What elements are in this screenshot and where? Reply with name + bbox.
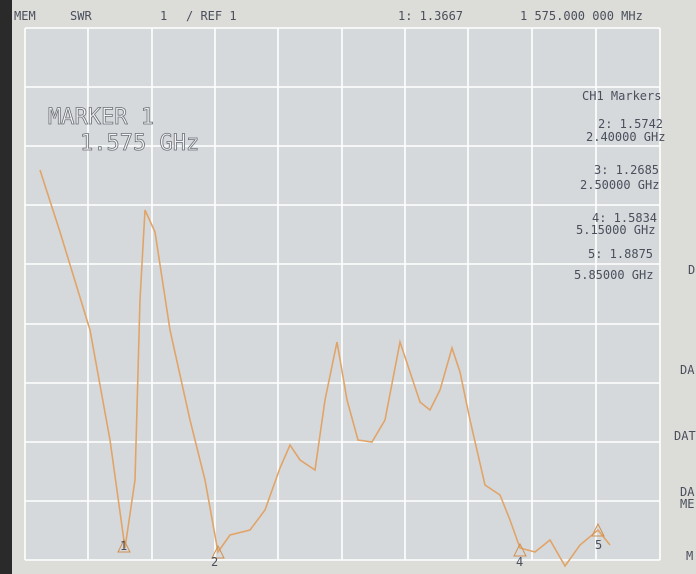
header-marker-frequency: 1 575.000 000 MHz xyxy=(520,9,643,23)
softkey: DA xyxy=(680,363,695,377)
softkey: DA xyxy=(680,485,695,499)
marker-value: 3: 1.2685 xyxy=(594,163,659,177)
softkey: M xyxy=(686,549,693,563)
marker-list-title: CH1 Markers xyxy=(582,89,661,103)
softkey: DAT xyxy=(674,429,696,443)
marker-box-title: MARKER 1 xyxy=(48,105,154,130)
marker-triangle xyxy=(117,538,131,553)
marker-label: 4 xyxy=(516,555,523,569)
marker-frequency: 2.50000 GHz xyxy=(580,178,659,192)
header-scale: 1 xyxy=(160,9,167,23)
marker-frequency: 5.15000 GHz xyxy=(576,223,655,237)
header-format: SWR xyxy=(70,9,92,23)
marker-label: 1 xyxy=(120,539,127,553)
marker-label: 5 xyxy=(595,538,602,552)
grid xyxy=(24,27,661,561)
header-marker-value: 1: 1.3667 xyxy=(398,9,463,23)
marker-triangle xyxy=(211,544,225,559)
marker-frequency: 5.85000 GHz xyxy=(574,268,653,282)
trace xyxy=(39,169,611,568)
softkey: D xyxy=(688,263,695,277)
marker-label: 2 xyxy=(211,555,218,569)
marker-value: 5: 1.8875 xyxy=(588,247,653,261)
marker-value: 2: 1.5742 xyxy=(598,117,663,131)
marker-frequency: 2.40000 GHz xyxy=(586,130,665,144)
header-mode: MEM xyxy=(14,9,36,23)
softkey: ME xyxy=(680,497,694,511)
marker-value: 4: 1.5834 xyxy=(592,211,657,225)
trace-markers: 1 2 4 5 xyxy=(117,522,605,569)
bezel xyxy=(0,0,12,574)
header-reference: / REF 1 xyxy=(186,9,237,23)
marker-triangle xyxy=(591,522,605,537)
marker-triangle xyxy=(513,542,527,557)
marker-box-frequency: 1.575 GHz xyxy=(80,131,199,156)
